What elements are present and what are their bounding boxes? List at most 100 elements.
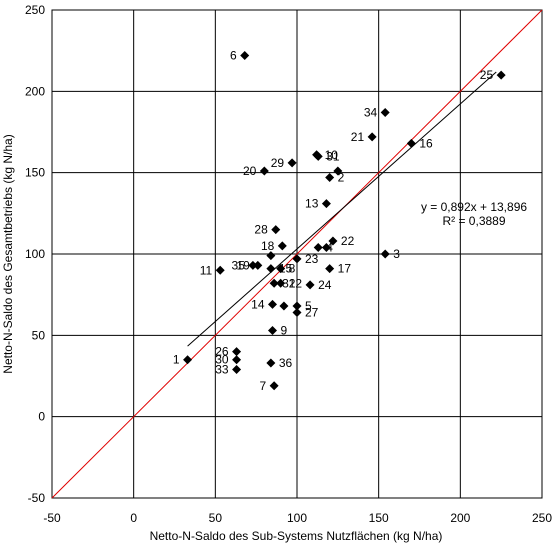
- data-point: [232, 355, 242, 365]
- data-point: [269, 278, 279, 288]
- point-label: 28: [254, 223, 268, 237]
- point-label: 2: [338, 171, 345, 185]
- data-point: [406, 138, 416, 148]
- point-label: 18: [261, 239, 275, 253]
- x-tick-label: 150: [369, 511, 389, 525]
- data-point: [232, 364, 242, 374]
- point-label: 5: [305, 299, 312, 313]
- data-point: [215, 265, 225, 275]
- point-label: 34: [364, 105, 378, 119]
- data-points: [183, 51, 506, 391]
- data-point: [292, 254, 302, 264]
- data-point: [292, 308, 302, 318]
- point-label: 10: [325, 148, 339, 162]
- point-label: 12: [289, 276, 303, 290]
- data-point: [380, 249, 390, 259]
- point-label: 11: [200, 263, 213, 277]
- data-point: [325, 173, 335, 183]
- point-label: 15: [279, 262, 293, 276]
- point-label: 1: [173, 353, 180, 367]
- y-tick-labels: -50 0 50 100 150 200 250: [25, 3, 45, 505]
- data-point: [276, 264, 286, 274]
- point-label: 36: [279, 356, 293, 370]
- data-point: [266, 264, 276, 274]
- y-tick-label: -50: [28, 491, 46, 505]
- data-point: [268, 299, 277, 309]
- y-axis-title: Netto-N-Saldo des Gesamtbetriebs (kg N/h…: [1, 134, 15, 373]
- y-tick-label: 250: [25, 3, 45, 17]
- data-point: [271, 225, 281, 235]
- y-tick-label: 50: [32, 328, 46, 342]
- data-point: [380, 107, 390, 117]
- point-label: 17: [338, 262, 352, 276]
- point-label: 6: [230, 49, 237, 63]
- regression-equation: y = 0,892x + 13,896: [421, 200, 527, 214]
- point-label: 24: [318, 278, 332, 292]
- fit-lines: [51, 9, 543, 499]
- data-point: [253, 260, 263, 270]
- data-point: [276, 278, 286, 288]
- data-point: [305, 280, 315, 290]
- data-point: [292, 301, 302, 311]
- data-point: [232, 347, 242, 357]
- point-label: 26: [215, 345, 229, 359]
- data-point: [269, 381, 279, 391]
- point-labels: 1234567891011121315161718192021222324252…: [173, 49, 494, 393]
- data-point: [313, 151, 323, 161]
- point-label: 21: [351, 130, 365, 144]
- data-point: [183, 355, 193, 365]
- point-label: 19: [236, 258, 250, 272]
- data-point: [240, 51, 250, 61]
- x-tick-label: 0: [130, 511, 137, 525]
- point-label: 33: [215, 362, 229, 376]
- point-label: 4: [326, 240, 333, 254]
- point-label: 25: [480, 68, 494, 82]
- x-tick-label: 100: [287, 511, 307, 525]
- point-label: 35: [232, 258, 246, 272]
- data-point: [321, 242, 331, 252]
- x-tick-label: 200: [450, 511, 470, 525]
- data-point: [333, 166, 343, 176]
- data-point: [268, 325, 277, 335]
- point-label: 7: [259, 379, 266, 393]
- data-point: [279, 301, 289, 311]
- data-point: [277, 241, 287, 251]
- point-label: 9: [281, 323, 288, 337]
- data-point: [313, 242, 323, 252]
- point-label: 8: [289, 262, 296, 276]
- point-label: 23: [305, 252, 319, 266]
- data-point: [266, 251, 276, 261]
- data-point: [325, 264, 335, 274]
- data-point: [321, 199, 331, 209]
- point-label: 13: [305, 197, 319, 211]
- data-point: [367, 132, 377, 142]
- r-squared: R² = 0,3889: [442, 214, 505, 228]
- point-label: 16: [419, 136, 433, 150]
- point-label: 31: [326, 149, 340, 163]
- point-label: 14: [251, 297, 265, 311]
- data-point: [287, 158, 297, 168]
- point-label: 3: [393, 247, 400, 261]
- point-label: 30: [215, 353, 229, 367]
- x-tick-label: 50: [209, 511, 223, 525]
- data-point: [248, 260, 258, 270]
- identity-line: [51, 9, 543, 499]
- point-label: 20: [243, 164, 257, 178]
- x-tick-label: 250: [532, 511, 552, 525]
- data-point: [328, 236, 338, 246]
- y-tick-label: 0: [38, 410, 45, 424]
- regression-line: [187, 71, 497, 347]
- y-tick-label: 100: [25, 247, 45, 261]
- point-label: 32: [282, 276, 296, 290]
- point-label: 27: [305, 306, 319, 320]
- point-label: 29: [271, 156, 285, 170]
- data-point: [259, 166, 269, 176]
- point-label: 22: [341, 234, 355, 248]
- y-tick-label: 150: [25, 166, 45, 180]
- data-point: [266, 358, 276, 368]
- x-tick-label: -50: [43, 511, 61, 525]
- x-axis-title: Netto-N-Saldo des Sub-Systems Nutzfläche…: [150, 529, 443, 543]
- x-tick-labels: -50 0 50 100 150 200 250: [43, 511, 552, 525]
- data-point: [496, 70, 506, 80]
